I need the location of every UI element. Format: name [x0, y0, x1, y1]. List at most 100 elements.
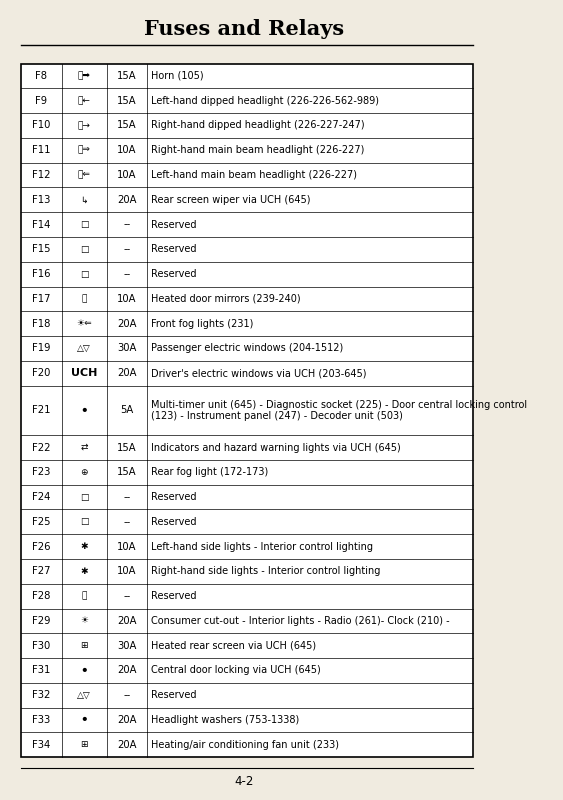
Text: □: □ [80, 518, 88, 526]
Text: 20A: 20A [117, 666, 137, 675]
Text: ⚫: ⚫ [81, 715, 88, 725]
Text: F14: F14 [32, 219, 50, 230]
Text: 20A: 20A [117, 368, 137, 378]
Text: F34: F34 [32, 740, 50, 750]
Text: Rear fog light (172-173): Rear fog light (172-173) [151, 467, 268, 478]
Text: 20A: 20A [117, 740, 137, 750]
Text: Front fog lights (231): Front fog lights (231) [151, 318, 253, 329]
Text: UCH: UCH [71, 368, 97, 378]
Text: Left-hand dipped headlight (226-226-562-989): Left-hand dipped headlight (226-226-562-… [151, 96, 379, 106]
Text: F22: F22 [32, 442, 51, 453]
Text: F10: F10 [32, 121, 50, 130]
Text: 15A: 15A [117, 121, 137, 130]
Text: Right-hand main beam headlight (226-227): Right-hand main beam headlight (226-227) [151, 146, 364, 155]
Text: Reserved: Reserved [151, 492, 196, 502]
Text: 💡→: 💡→ [78, 121, 91, 130]
Text: Reserved: Reserved [151, 591, 196, 601]
Text: --: -- [123, 269, 131, 279]
Text: ⊞: ⊞ [81, 641, 88, 650]
Text: F19: F19 [32, 343, 51, 354]
Text: Passenger electric windows (204-1512): Passenger electric windows (204-1512) [151, 343, 343, 354]
Text: F33: F33 [32, 715, 50, 725]
Text: F9: F9 [35, 96, 47, 106]
Text: F23: F23 [32, 467, 50, 478]
Text: 10A: 10A [117, 294, 137, 304]
Text: △▽: △▽ [77, 344, 91, 353]
Text: Driver's electric windows via UCH (203-645): Driver's electric windows via UCH (203-6… [151, 368, 367, 378]
Text: ⚫: ⚫ [81, 406, 88, 415]
Text: ⊞: ⊞ [81, 740, 88, 750]
Text: F24: F24 [32, 492, 50, 502]
Text: 5A: 5A [120, 406, 134, 415]
Text: Reserved: Reserved [151, 269, 196, 279]
Text: 20A: 20A [117, 318, 137, 329]
Text: Left-hand side lights - Interior control lighting: Left-hand side lights - Interior control… [151, 542, 373, 552]
Text: Horn (105): Horn (105) [151, 71, 203, 81]
Text: --: -- [123, 690, 131, 700]
Text: □: □ [80, 245, 88, 254]
Text: Multi-timer unit (645) - Diagnostic socket (225) - Door central locking control
: Multi-timer unit (645) - Diagnostic sock… [151, 399, 527, 421]
Text: F31: F31 [32, 666, 50, 675]
Text: 💡⇒: 💡⇒ [78, 146, 91, 154]
Text: F28: F28 [32, 591, 50, 601]
Text: --: -- [123, 219, 131, 230]
Text: ☀: ☀ [80, 617, 88, 626]
Text: F30: F30 [32, 641, 50, 650]
Text: --: -- [123, 492, 131, 502]
Text: △▽: △▽ [77, 690, 91, 700]
Text: Heated door mirrors (239-240): Heated door mirrors (239-240) [151, 294, 301, 304]
Text: Consumer cut-out - Interior lights - Radio (261)- Clock (210) -: Consumer cut-out - Interior lights - Rad… [151, 616, 449, 626]
Text: □: □ [80, 493, 88, 502]
Text: ⚫: ⚫ [81, 666, 88, 675]
Text: --: -- [123, 244, 131, 254]
FancyBboxPatch shape [21, 63, 473, 757]
Text: F26: F26 [32, 542, 51, 552]
Text: 30A: 30A [118, 343, 137, 354]
Text: 15A: 15A [117, 467, 137, 478]
Text: --: -- [123, 591, 131, 601]
Text: Left-hand main beam headlight (226-227): Left-hand main beam headlight (226-227) [151, 170, 357, 180]
Text: F12: F12 [32, 170, 51, 180]
Text: Central door locking via UCH (645): Central door locking via UCH (645) [151, 666, 320, 675]
Text: F15: F15 [32, 244, 51, 254]
Text: Reserved: Reserved [151, 690, 196, 700]
Text: ☀⇐: ☀⇐ [77, 319, 92, 328]
Text: 15A: 15A [117, 71, 137, 81]
Text: Heating/air conditioning fan unit (233): Heating/air conditioning fan unit (233) [151, 740, 339, 750]
Text: 20A: 20A [117, 715, 137, 725]
Text: Heated rear screen via UCH (645): Heated rear screen via UCH (645) [151, 641, 316, 650]
Text: 10A: 10A [117, 542, 137, 552]
Text: F20: F20 [32, 368, 50, 378]
Text: ⇄: ⇄ [81, 443, 88, 452]
Text: 💡⇐: 💡⇐ [78, 170, 91, 179]
Text: 15A: 15A [117, 442, 137, 453]
Text: Right-hand side lights - Interior control lighting: Right-hand side lights - Interior contro… [151, 566, 380, 576]
Text: 💡←: 💡← [78, 96, 91, 106]
Text: □: □ [80, 220, 88, 229]
Text: 4-2: 4-2 [235, 774, 254, 787]
Text: F29: F29 [32, 616, 51, 626]
Text: Right-hand dipped headlight (226-227-247): Right-hand dipped headlight (226-227-247… [151, 121, 364, 130]
Text: 20A: 20A [117, 195, 137, 205]
Text: ✱: ✱ [81, 567, 88, 576]
Text: F8: F8 [35, 71, 47, 81]
Text: F21: F21 [32, 406, 51, 415]
Text: F17: F17 [32, 294, 51, 304]
Text: ✱: ✱ [81, 542, 88, 551]
Text: ⦿: ⦿ [82, 294, 87, 303]
Text: ↳: ↳ [81, 195, 88, 204]
Text: 10A: 10A [117, 170, 137, 180]
Text: F11: F11 [32, 146, 51, 155]
Text: 10A: 10A [117, 146, 137, 155]
Text: F18: F18 [32, 318, 50, 329]
Text: F32: F32 [32, 690, 50, 700]
Text: Reserved: Reserved [151, 517, 196, 527]
Text: Fuses and Relays: Fuses and Relays [145, 19, 345, 39]
Text: ⊕: ⊕ [81, 468, 88, 477]
Text: F13: F13 [32, 195, 50, 205]
Text: 30A: 30A [118, 641, 137, 650]
Text: Indicators and hazard warning lights via UCH (645): Indicators and hazard warning lights via… [151, 442, 401, 453]
Text: --: -- [123, 517, 131, 527]
Text: ⚿: ⚿ [82, 592, 87, 601]
Text: 15A: 15A [117, 96, 137, 106]
